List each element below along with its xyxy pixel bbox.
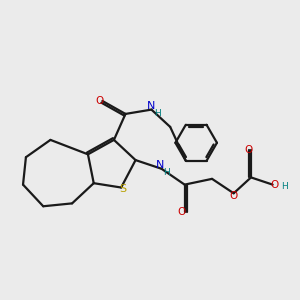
Text: O: O: [178, 207, 186, 217]
Text: O: O: [244, 145, 252, 155]
Text: H: H: [163, 168, 170, 177]
Text: O: O: [270, 180, 278, 190]
Text: H: H: [154, 110, 161, 118]
Text: O: O: [95, 96, 104, 106]
Text: O: O: [230, 191, 238, 201]
Text: N: N: [147, 101, 156, 111]
Text: S: S: [119, 184, 126, 194]
Text: H: H: [281, 182, 288, 191]
Text: N: N: [156, 160, 164, 170]
